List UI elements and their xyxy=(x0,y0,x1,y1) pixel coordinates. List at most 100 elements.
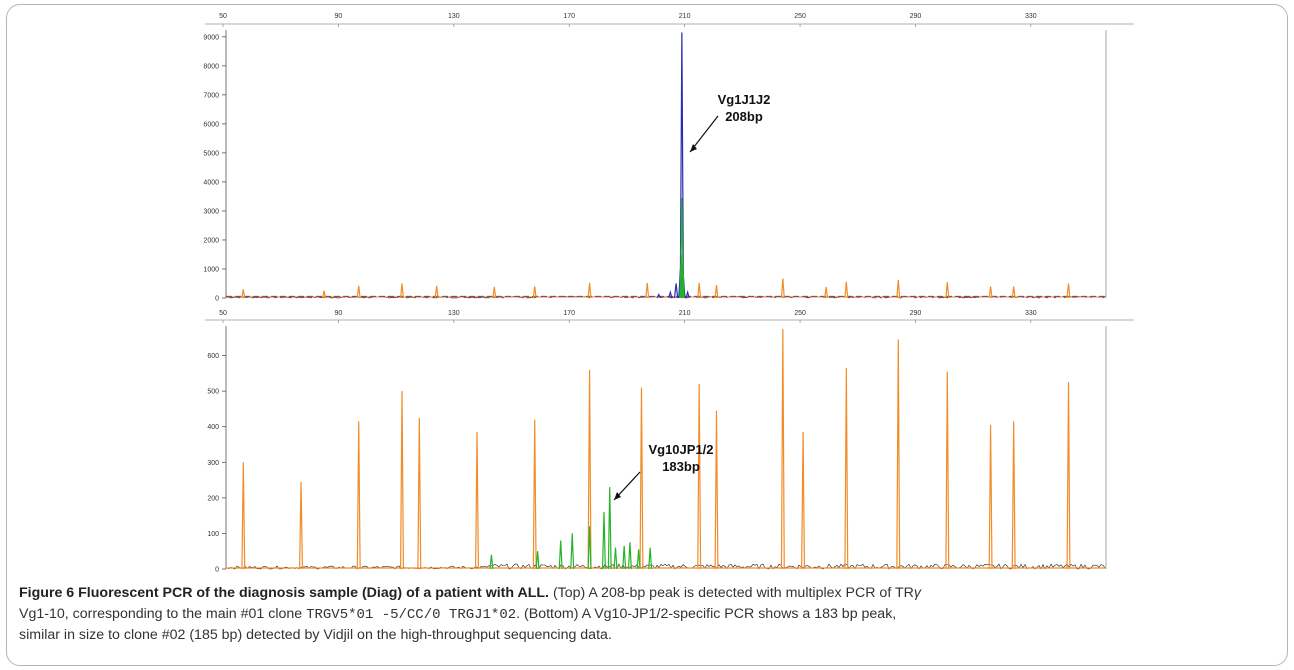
peak-mark xyxy=(241,462,246,570)
arrowhead xyxy=(614,492,621,500)
y-tick-label: 6000 xyxy=(203,121,219,128)
peak-mark xyxy=(668,289,673,299)
peak-mark xyxy=(1066,283,1071,299)
peak-mark xyxy=(714,410,719,570)
peak-mark xyxy=(607,487,612,570)
annotation-label: 208bp xyxy=(725,109,763,124)
caption-text-1: (Top) A 208-bp peak is detected with mul… xyxy=(552,585,914,601)
x-tick-label: 290 xyxy=(910,310,922,317)
peak-mark xyxy=(714,285,719,299)
figure-frame xyxy=(6,4,1288,666)
y-tick-label: 0 xyxy=(215,567,219,574)
peak-mark xyxy=(801,432,806,570)
peak-mark xyxy=(645,282,650,299)
x-tick-label: 210 xyxy=(679,310,691,317)
peak-mark xyxy=(241,289,246,299)
peak-mark xyxy=(299,481,304,570)
peak-mark xyxy=(587,282,592,299)
x-tick-label: 290 xyxy=(910,13,922,20)
y-tick-label: 2000 xyxy=(203,237,219,244)
y-tick-label: 500 xyxy=(207,389,219,396)
peak-mark xyxy=(945,371,950,570)
y-tick-label: 3000 xyxy=(203,208,219,215)
peak-mark xyxy=(613,547,618,570)
figure-caption: Figure 6 Fluorescent PCR of the diagnosi… xyxy=(19,583,1281,646)
peak-mark xyxy=(636,549,641,570)
caption-text-2: Vg1-10, corresponding to the main #01 cl… xyxy=(19,605,307,622)
peak-mark xyxy=(535,551,540,570)
top-panel: 50 90 130 170 210 250 290 330 0 1000 2000 3000 4000 5… xyxy=(203,13,1134,303)
y-tick-label: 100 xyxy=(207,531,219,538)
peak-mark xyxy=(680,263,685,299)
x-tick-label: 210 xyxy=(679,13,691,20)
peak-mark xyxy=(400,283,404,299)
peak-mark xyxy=(896,339,901,570)
peak-mark xyxy=(558,540,563,570)
peak-mark xyxy=(356,285,361,299)
caption-line-1: Figure 6 Fluorescent PCR of the diagnosi… xyxy=(19,583,1281,604)
peak-mark xyxy=(656,293,661,299)
y-tick-label: 300 xyxy=(207,460,219,467)
peak-mark xyxy=(475,432,480,570)
peak-mark xyxy=(679,32,685,299)
caption-line-2: Vg1-10, corresponding to the main #01 cl… xyxy=(19,604,1281,626)
caption-label: Figure 6 xyxy=(19,585,75,601)
y-tick-label: 400 xyxy=(207,424,219,431)
peak-mark xyxy=(673,283,679,299)
y-tick-label: 4000 xyxy=(203,179,219,186)
x-tick-label: 130 xyxy=(448,13,460,20)
caption-line-3: similar in size to clone #02 (185 bp) de… xyxy=(19,625,1281,646)
arrowhead xyxy=(690,144,697,152)
peak-mark xyxy=(824,286,829,299)
peak-mark xyxy=(570,533,575,570)
peak-mark xyxy=(622,545,627,570)
y-tick-label: 5000 xyxy=(203,150,219,157)
peak-mark xyxy=(532,286,537,299)
peak-mark xyxy=(648,547,653,570)
x-tick-label: 90 xyxy=(335,13,343,20)
peak-mark xyxy=(532,419,537,570)
annotation-label: Vg10JP1/2 xyxy=(648,442,713,457)
peak-mark xyxy=(988,424,993,570)
chart-plots: 50 90 130 170 210 250 290 330010002000300040005… xyxy=(203,13,1134,574)
x-tick-label: 50 xyxy=(219,310,227,317)
x-tick-label: 50 xyxy=(219,13,227,20)
annotation-label: 183bp xyxy=(662,459,700,474)
y-tick-label: 200 xyxy=(207,495,219,502)
peak-mark xyxy=(489,554,494,570)
peak-mark xyxy=(639,387,644,570)
annotation-label: Vg1J1J2 xyxy=(718,92,771,107)
peak-mark xyxy=(400,391,404,570)
x-tick-label: 170 xyxy=(563,310,575,317)
peak-mark xyxy=(587,369,592,570)
peak-mark xyxy=(988,286,993,299)
x-tick-label: 330 xyxy=(1025,310,1037,317)
peak-mark xyxy=(844,281,849,299)
y-tick-label: 7000 xyxy=(203,92,219,99)
x-tick-label: 170 xyxy=(563,13,575,20)
caption-title: Fluorescent PCR of the diagnosis sample … xyxy=(78,585,549,601)
x-tick-label: 130 xyxy=(448,310,460,317)
y-tick-label: 9000 xyxy=(203,34,219,41)
peak-mark xyxy=(945,281,950,299)
x-tick-label: 250 xyxy=(794,310,806,317)
y-tick-label: 600 xyxy=(207,353,219,360)
x-tick-label: 250 xyxy=(794,13,806,20)
peak-mark xyxy=(1011,286,1016,299)
gamma-symbol: γ xyxy=(913,585,921,601)
y-tick-label: 0 xyxy=(215,296,219,303)
x-tick-label: 90 xyxy=(335,310,343,317)
peak-mark xyxy=(697,384,702,570)
peak-mark xyxy=(601,512,606,570)
peak-mark xyxy=(627,542,632,570)
clone-code: TRGV5*01 -5/CC/0 TRGJ1*02 xyxy=(306,606,517,623)
peak-mark xyxy=(844,368,849,570)
peak-mark xyxy=(322,290,327,299)
peak-mark xyxy=(896,279,901,299)
bottom-panel: 50 90 130 170 210 250 290 330 0 100 200 300 400 500 60… xyxy=(205,310,1134,574)
y-tick-label: 8000 xyxy=(203,63,219,70)
x-tick-label: 330 xyxy=(1025,13,1037,20)
peak-mark xyxy=(780,278,785,299)
y-tick-label: 1000 xyxy=(203,266,219,273)
peak-mark xyxy=(1066,382,1071,570)
